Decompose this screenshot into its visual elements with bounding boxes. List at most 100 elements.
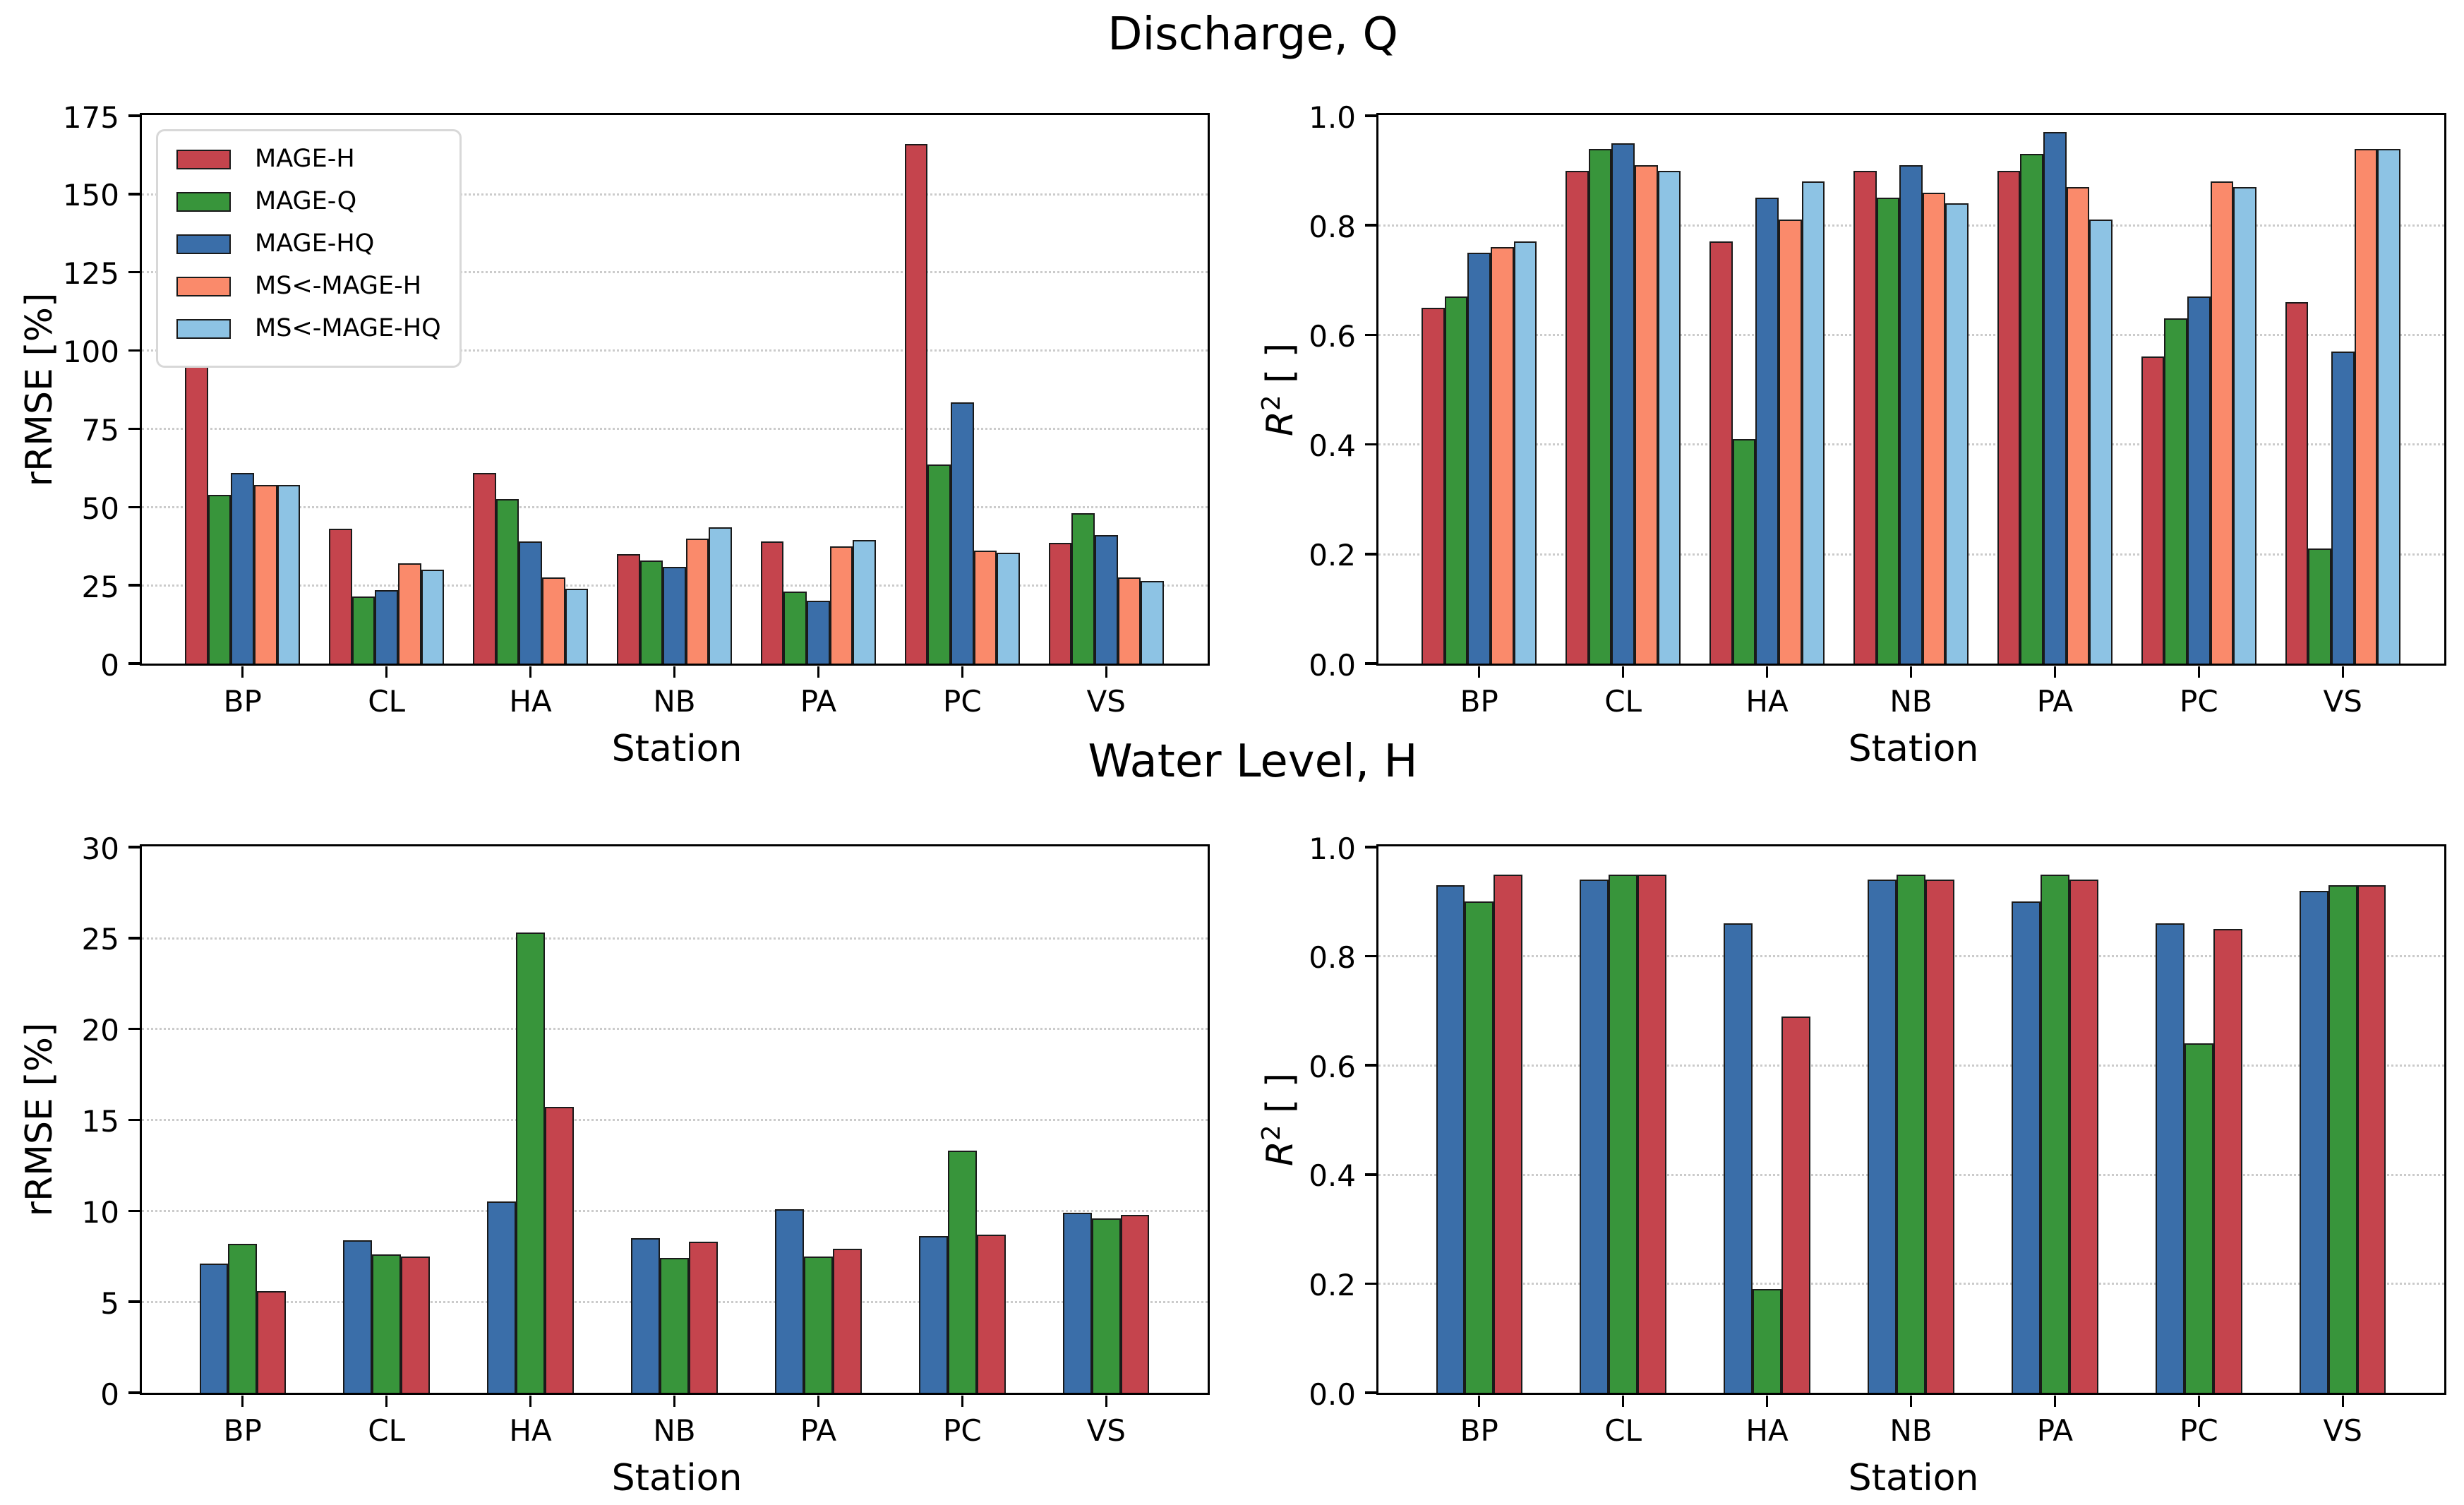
- bar: [257, 1290, 286, 1393]
- y-tick: [1365, 846, 1376, 849]
- x-tick: [1477, 666, 1481, 678]
- x-tick: [1765, 1395, 1769, 1407]
- legend-label: MAGE-HQ: [255, 229, 375, 258]
- bar: [254, 485, 277, 664]
- x-tick-label: PA: [800, 684, 837, 719]
- bar: [829, 546, 853, 664]
- y-axis-label: R2 [ ]: [1256, 342, 1302, 436]
- bar: [616, 553, 640, 664]
- bar: [2043, 132, 2067, 664]
- bar: [1997, 170, 2021, 664]
- y-tick-label: 75: [81, 412, 119, 448]
- bar: [1637, 874, 1666, 1393]
- y-tick-label: 0: [100, 1377, 119, 1412]
- bar: [1899, 164, 1923, 664]
- bar: [277, 485, 301, 664]
- y-tick-label: 0.2: [1309, 538, 1356, 573]
- y-tick: [128, 427, 140, 431]
- bar: [1565, 170, 1589, 664]
- x-tick: [673, 666, 676, 678]
- x-axis-label: Station: [1848, 728, 1979, 770]
- gridline: [142, 506, 1208, 509]
- x-tick-label: BP: [1460, 1413, 1498, 1448]
- x-tick: [2053, 666, 2057, 678]
- bar: [421, 569, 445, 664]
- bar: [2331, 351, 2355, 664]
- gridline: [142, 349, 1208, 352]
- row-title-discharge: Discharge, Q: [1107, 8, 1398, 61]
- y-tick: [1365, 114, 1376, 117]
- bar: [1422, 307, 1445, 664]
- y-tick-label: 0.0: [1309, 647, 1356, 683]
- x-tick-label: VS: [1086, 684, 1126, 719]
- legend-item: MS<-MAGE-H: [176, 274, 441, 299]
- bar: [1467, 253, 1491, 664]
- x-axis-label: Station: [611, 728, 743, 770]
- bar: [1724, 923, 1753, 1393]
- bar: [947, 1151, 977, 1393]
- bar: [663, 566, 686, 664]
- bar: [1120, 1214, 1150, 1393]
- bar: [1071, 513, 1095, 664]
- y-tick-label: 150: [62, 178, 119, 213]
- bar: [1755, 198, 1779, 664]
- bar: [1657, 170, 1681, 664]
- bar: [401, 1256, 430, 1393]
- y-tick: [128, 270, 140, 274]
- bar: [495, 499, 519, 664]
- bar: [544, 1107, 574, 1393]
- x-tick: [385, 1395, 388, 1407]
- legend-swatch-icon: [176, 234, 231, 254]
- bar: [397, 563, 421, 664]
- y-tick: [128, 937, 140, 940]
- bar: [2285, 301, 2309, 664]
- bar: [1709, 241, 1733, 664]
- y-tick-label: 5: [100, 1285, 119, 1321]
- bar: [976, 1234, 1006, 1393]
- gridline: [142, 428, 1208, 431]
- bar: [516, 933, 545, 1393]
- y-tick: [128, 1118, 140, 1122]
- bar: [1465, 901, 1494, 1393]
- y-tick-label: 100: [62, 335, 119, 370]
- bar: [804, 1256, 833, 1393]
- x-tick-label: BP: [223, 684, 262, 719]
- bar: [919, 1236, 948, 1393]
- bar: [2308, 548, 2331, 664]
- x-tick: [961, 666, 964, 678]
- bar: [565, 588, 589, 664]
- y-tick: [1365, 443, 1376, 446]
- bar: [951, 402, 974, 664]
- y-tick-label: 0.8: [1309, 940, 1356, 976]
- y-axis-label: rRMSE [%]: [18, 292, 61, 486]
- plot-area-waterlevel-rrmse: 0 5 10 15 20 25 30 BP CL HA NB PA PC VS Station: [82, 834, 1210, 1497]
- x-tick: [2341, 666, 2344, 678]
- gridline: [142, 193, 1208, 196]
- gridline: [142, 937, 1208, 940]
- bar: [351, 596, 375, 664]
- x-tick: [817, 1395, 820, 1407]
- x-tick-label: PC: [943, 684, 982, 719]
- bar: [2184, 1043, 2213, 1393]
- plot-area-discharge-rrmse: 0 25 50 75 100 125 150 175 BP CL HA NB PA PC VS Station…: [63, 102, 1210, 767]
- gridline: [142, 1028, 1208, 1031]
- bar: [541, 577, 565, 664]
- y-tick: [128, 1209, 140, 1213]
- legend-item: MAGE-HQ: [176, 232, 441, 256]
- bar: [2012, 901, 2041, 1393]
- y-tick-label: 50: [81, 491, 119, 526]
- y-tick: [128, 662, 140, 665]
- bar: [1494, 874, 1522, 1393]
- bar: [1897, 874, 1925, 1393]
- y-tick: [128, 584, 140, 587]
- bar: [1611, 143, 1635, 664]
- y-tick: [128, 114, 140, 117]
- bar: [1580, 880, 1609, 1393]
- legend-label: MAGE-H: [255, 145, 355, 173]
- x-tick-label: CL: [1604, 1413, 1642, 1448]
- y-tick-label: 0.4: [1309, 1158, 1356, 1194]
- x-tick-label: BP: [1460, 684, 1498, 719]
- bar: [473, 472, 496, 664]
- x-tick-label: HA: [1745, 684, 1789, 719]
- x-tick: [241, 666, 244, 678]
